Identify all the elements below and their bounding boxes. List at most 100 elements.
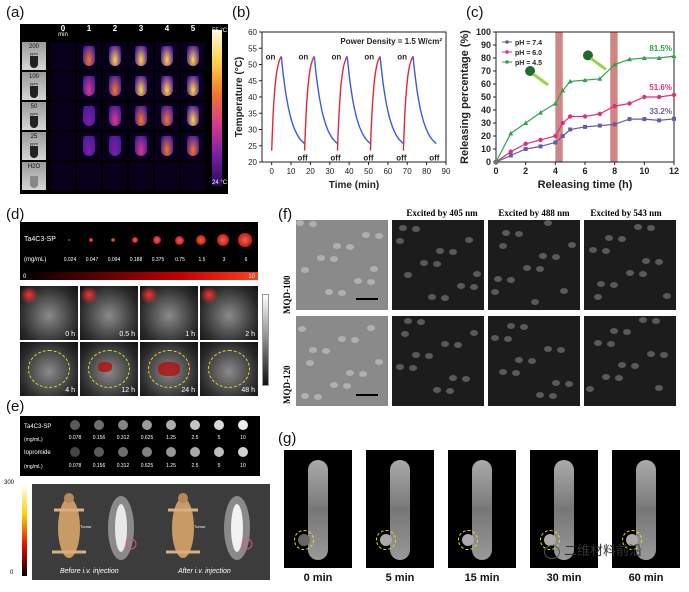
tube-thermal-spot [161,106,173,126]
x-axis-label: Time (min) [329,180,379,191]
data-point [597,111,603,117]
cell-blob [412,352,420,358]
ct-phantom-dot [190,420,200,430]
thermal-cell [103,72,127,100]
tube-photo: H2O [22,162,46,190]
cell-blob [417,319,425,325]
ct-before-3d-skeleton [44,490,94,566]
mri-frame [366,450,434,568]
conc-label: 25 [30,134,38,140]
cell-blob [539,253,547,259]
y-tick-label: 80 [481,53,491,63]
fluorescence-image [488,220,580,310]
pa-tumor-image-grid: 0 h 0.5 h 1 h 2 h 4 h 12 h 24 h 48 h [20,286,262,398]
thermal-cell [155,72,179,100]
f-col-header-405: Excited by 405 nm [406,208,478,218]
pa-conc-value: 0.024 [63,257,77,263]
cell-blob [639,271,647,277]
scale-min-label: 24 °C [212,180,228,186]
data-point [597,76,603,81]
x-tick-label: 0 [493,166,498,176]
pa-tumor-frame: 48 h [200,342,258,396]
y-tick-label: 20 [481,131,491,141]
pa-phantom-strip: Ta4C3-SP (mg/mL) 0 10 0.024 0.047 0.094 0.1… [20,222,258,280]
data-point [560,134,565,138]
f-col-header-488: Excited by 488 nm [498,208,570,218]
cell-blob [597,281,605,287]
pa-signal-blob [200,286,218,304]
pa-conc-label: (mg/mL) [24,257,47,263]
ct-conc1-label: (mg/mL) [24,437,43,443]
thermal-cell [129,162,153,190]
mri-time-label: 15 min [464,572,500,584]
tube-liquid [30,176,38,188]
cell-blob [470,284,478,290]
panel-label-a: (a) [6,4,25,21]
mri-frame [448,450,516,568]
cell-blob [602,374,610,380]
x-tick-label: 70 [403,167,412,176]
data-point [523,120,529,125]
mri-time-label: 5 min [385,572,415,584]
cell-blob [396,238,404,244]
y-tick-label: 100 [476,27,491,37]
cell-blob [610,328,618,334]
pa-scale-max: 10 [248,274,255,280]
cell-blob [634,224,642,230]
tube-thermal-spot [83,46,95,66]
thermal-cell [155,162,179,190]
off-label: off [330,154,341,163]
thermal-cell [51,102,75,130]
ct-phantom-dot [94,447,104,457]
on-label: on [397,52,407,61]
scale-max-label: 55 °C [212,28,228,34]
off-label: off [396,154,407,163]
heating-curve [303,56,315,151]
cell-blob [494,276,502,282]
pa-conc-value: 0.375 [151,257,165,263]
x-tick-label: 30 [325,167,334,176]
cell-blob [325,289,333,295]
legend-marker [505,60,509,64]
ct-before-caption: Before i.v. injection [60,568,119,575]
thermal-cell [77,72,101,100]
cell-blob [663,293,671,299]
cell-blob [615,375,623,381]
x-tick-label: 40 [345,167,354,176]
ct-conc-value: 10 [240,435,246,441]
pa-tumor-frame: 12 h [80,342,138,396]
cell-blob [507,323,515,329]
ct-tumor-label-1: Tumor [80,524,92,529]
cell-blob [346,370,354,376]
fluorescence-image [584,316,676,406]
y-tick-label: 40 [248,93,257,102]
chart-title: Power Density = 1.5 W/cm² [340,37,442,46]
cell-blob [362,232,370,238]
pa-phantom-dot [238,233,252,247]
x-tick-label: 10 [639,166,649,176]
fluorescence-image [392,220,484,310]
thermal-cell [181,102,205,130]
cell-blob [338,336,346,342]
mri-time-label: 30 min [546,572,582,584]
cell-blob [298,326,306,332]
cell-blob [655,259,663,265]
cell-blob [399,225,407,231]
data-point [671,53,677,59]
cell-blob [626,270,634,276]
panel-label-b: (b) [232,4,251,21]
end-value-label: 51.6% [649,83,672,92]
data-point [582,77,588,83]
y-tick-label: 25 [248,142,257,151]
ct-conc-value: 1.25 [166,463,176,469]
pa-conc-value: 1.5 [198,257,206,263]
cell-blob [565,381,573,387]
ct-phantom-dot [142,447,152,457]
legend-marker [505,40,509,44]
thermal-cell [155,42,179,70]
cell-blob [346,244,354,250]
ct-phantom-dot [238,420,248,430]
pa-time-label: 12 h [121,387,135,394]
cell-blob [333,243,341,249]
laser-head [525,66,536,76]
